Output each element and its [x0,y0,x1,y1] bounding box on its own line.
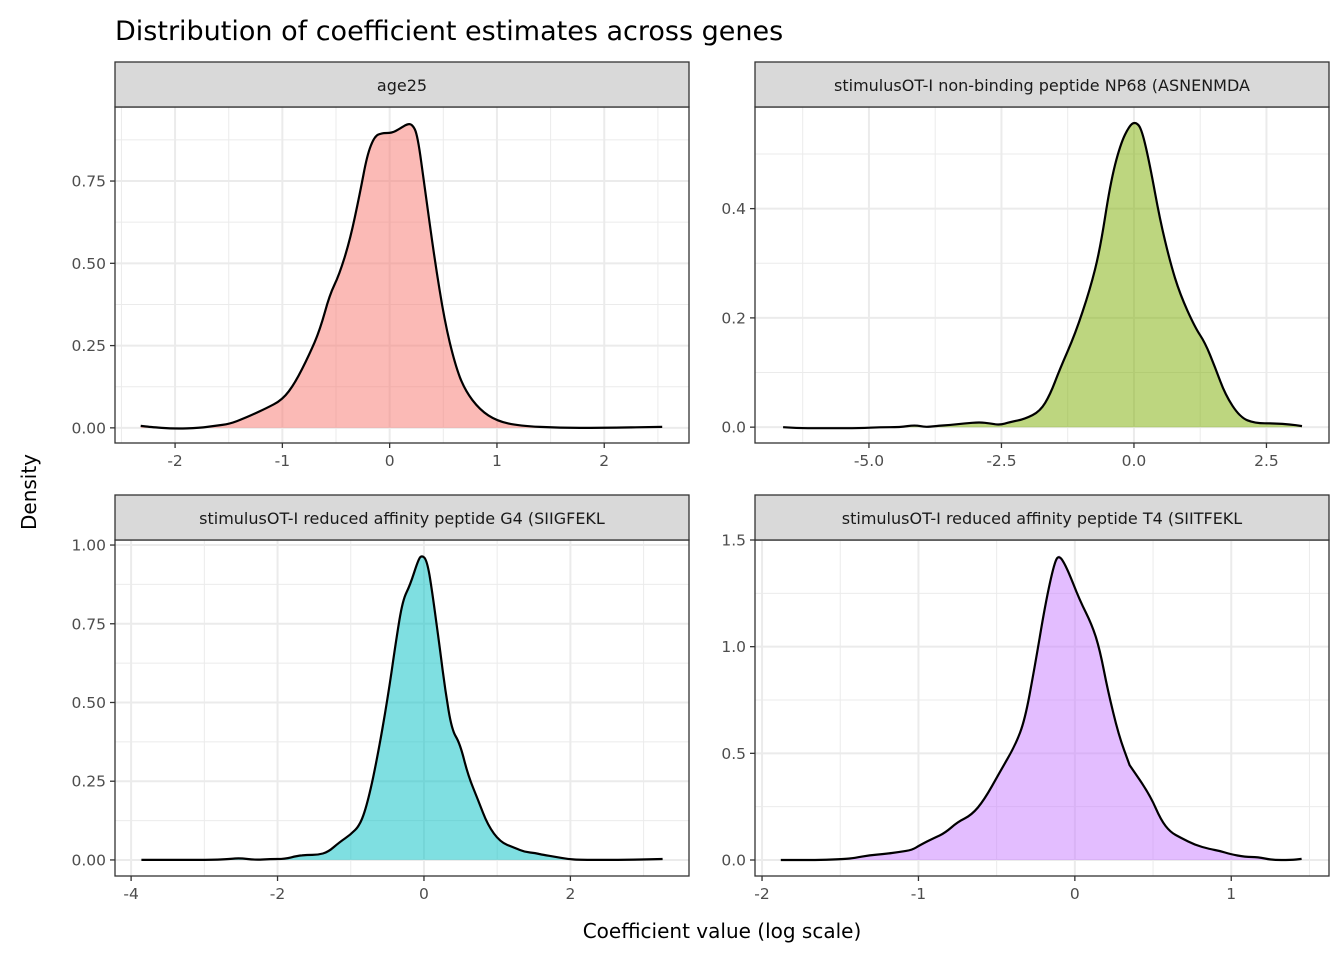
density-line [140,123,663,430]
density-area [141,555,663,860]
x-tick-label: -2 [167,452,182,470]
x-tick-label: 0.0 [1122,452,1147,470]
y-tick-label: 0.0 [721,419,746,437]
y-tick-label: 0.4 [721,200,746,218]
y-tick-label: 0.25 [71,773,106,791]
x-tick-label: -2.5 [986,452,1016,470]
x-tick-label: -1 [275,452,290,470]
y-tick-label: 1.5 [721,532,746,550]
x-axis-title: Coefficient value (log scale) [583,919,862,943]
facet-panel-1: age25 -2 -1 0 1 2 0.00 0.25 0.50 0.75 [71,61,690,470]
y-axis-title: Density [17,454,41,530]
y-tick-label: 0.75 [71,173,106,191]
density-area [783,121,1302,428]
density-line [780,556,1302,862]
x-tick-label: -1 [911,885,926,903]
facet-strip [114,61,690,108]
y-tick-label: 1.00 [71,537,106,555]
x-tick-label: 0 [1070,885,1080,903]
y-tick-label: 0.5 [721,745,746,763]
y-tick-label: 0.50 [71,255,106,273]
facet-strip [754,61,1330,108]
density-area [140,124,663,428]
y-tick-label: 0.00 [71,851,106,869]
x-tick-label: -2 [270,885,285,903]
x-tick-label: 2.5 [1254,452,1279,470]
facet-strip [114,494,690,541]
x-tick-label: 0 [419,885,429,903]
facet-strip-label: stimulusOT-I reduced affinity peptide G4… [199,509,605,528]
y-tick-label: 0.50 [71,694,106,712]
x-tick-label: 0 [385,452,395,470]
facet-strip [754,494,1330,541]
facet-strip-label: stimulusOT-I reduced affinity peptide T4… [842,509,1243,528]
density-area [780,554,1302,860]
panel-background [755,107,1329,443]
y-tick-label: 0.25 [71,337,106,355]
facet-panel-2: stimulusOT-I non-binding peptide NP68 (A… [721,61,1330,470]
x-tick-label: -5.0 [854,452,884,470]
x-tick-label: 1 [1226,885,1236,903]
y-tick-label: 0.75 [71,615,106,633]
y-tick-label: 0.0 [721,852,746,870]
facet-strip-label: stimulusOT-I non-binding peptide NP68 (A… [834,76,1250,95]
y-tick-label: 1.0 [721,638,746,656]
chart-title: Distribution of coefficient estimates ac… [115,16,783,47]
x-tick-label: 1 [492,452,502,470]
y-tick-label: 0.2 [721,309,746,327]
facet-panel-3: stimulusOT-I reduced affinity peptide G4… [71,494,690,903]
x-tick-label: -2 [754,885,769,903]
density-line [783,121,1303,430]
facet-strip-label: age25 [377,76,427,95]
x-tick-label: 2 [565,885,575,903]
y-tick-label: 0.00 [71,419,106,437]
facet-panel-4: stimulusOT-I reduced affinity peptide T4… [721,494,1330,903]
density-line [141,555,663,862]
x-tick-label: -4 [123,885,138,903]
x-tick-label: 2 [599,452,609,470]
